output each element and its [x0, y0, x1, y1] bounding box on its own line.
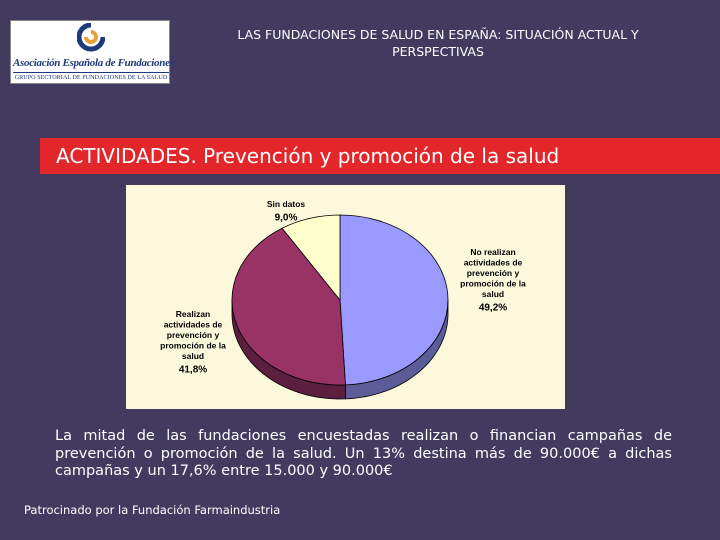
pie-slice-0 — [339, 214, 449, 386]
pie-label-text-0-3: promoción de la — [460, 279, 526, 289]
pie-label-text-0-4: salud — [482, 289, 504, 299]
pie-label-text-1-4: salud — [182, 351, 204, 361]
sponsor-footer: Patrocinado por la Fundación Farmaindust… — [24, 503, 281, 517]
logo-subtitle: GRUPO SECTORIAL DE FUNDACIONES DE LA SAL… — [13, 72, 169, 81]
page-header-title: LAS FUNDACIONES DE SALUD EN ESPAÑA: SITU… — [237, 27, 639, 59]
pie-label-text-0-1: actividades de — [464, 258, 523, 268]
pie-value-label-2: 9,0% — [275, 213, 298, 224]
pie-slice-1 — [231, 227, 346, 386]
pie-value-label-1: 41,8% — [179, 365, 207, 376]
logo-title: Asociación Española de Fundaciones — [13, 57, 174, 69]
pie-label-text-0-2: prevención y — [467, 268, 520, 278]
pie-label-2: Sin datos 9,0% — [267, 199, 306, 224]
section-banner: ACTIVIDADES. Prevención y promoción de l… — [40, 138, 720, 174]
logo: Asociación Española de Fundaciones GRUPO… — [10, 20, 174, 84]
foundation-logo-icon — [77, 23, 105, 52]
pie-label-text-1-1: actividades de — [164, 320, 223, 330]
pie-slice-2 — [281, 214, 341, 302]
section-title: ACTIVIDADES. Prevención y promoción de l… — [56, 144, 560, 168]
pie-label-text-0-0: No realizan — [470, 247, 515, 257]
pie-chart: No realizan actividades de prevención y pro… — [126, 185, 565, 409]
pie-label-text-1-0: Realizan — [176, 309, 211, 319]
summary-paragraph: La mitad de las fundaciones encuestadas … — [55, 428, 672, 479]
pie-label-text-1-2: prevención y — [167, 330, 220, 340]
pie-label-text-2-0: Sin datos — [267, 199, 306, 209]
pie-value-label-0: 49,2% — [479, 303, 507, 314]
pie-label-text-1-3: promoción de la — [160, 341, 226, 351]
